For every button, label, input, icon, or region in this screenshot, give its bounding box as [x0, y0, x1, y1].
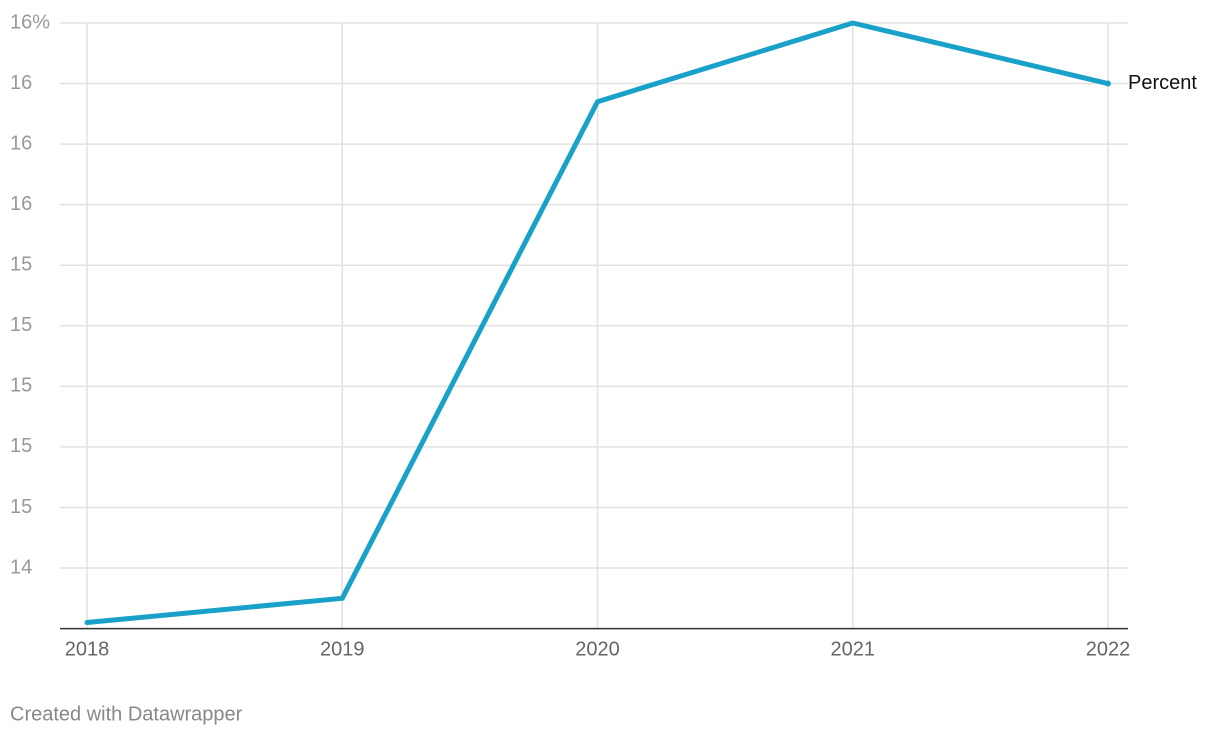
- y-tick-label: 14: [10, 556, 32, 578]
- y-tick-label: 15: [10, 496, 32, 518]
- y-tick-label: 15: [10, 314, 32, 336]
- y-tick-label: 16%: [10, 11, 50, 33]
- y-tick-label: 15: [10, 375, 32, 397]
- y-tick-label: 16: [10, 132, 32, 154]
- end-dot: [1105, 80, 1111, 87]
- x-tick-label: 2018: [65, 638, 110, 660]
- line: [84, 20, 1111, 626]
- x-tick-label: 2020: [575, 638, 620, 660]
- footer: Created with Datawrapper: [10, 703, 243, 725]
- y-tick-label: 15: [10, 435, 32, 457]
- x-tick-label: 2019: [320, 638, 365, 660]
- y-tick-label: 15: [10, 254, 32, 276]
- series-label: Percent: [1128, 72, 1197, 94]
- x-tick-label: 2021: [831, 638, 876, 660]
- y-tick-label: 16: [10, 193, 32, 215]
- y-tick-label: 16: [10, 72, 32, 94]
- x-tick-label: 2022: [1086, 638, 1131, 660]
